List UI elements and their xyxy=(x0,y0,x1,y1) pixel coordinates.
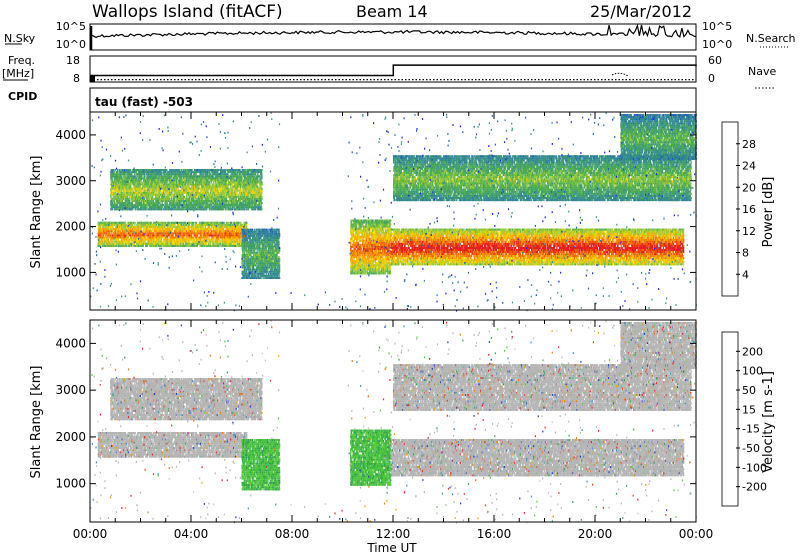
nave-right-tick-bottom: 0 xyxy=(708,72,715,85)
power-ytick-label: 4000 xyxy=(55,128,86,142)
power-scatter-region xyxy=(393,155,692,201)
power-colorbar-tick-label: 28 xyxy=(742,138,756,151)
noise-left-tick-bottom: 10^0 xyxy=(56,38,86,51)
power-scatter-region xyxy=(391,229,685,266)
velocity-ytick-label: 1000 xyxy=(55,477,86,491)
freq-left-tick-top: 18 xyxy=(66,54,80,67)
velocity-colorbar-tick-label: 100 xyxy=(742,365,763,378)
velocity-colorbar-label: Velocity [m s-1] xyxy=(761,371,776,473)
power-scatter-region xyxy=(98,222,248,247)
station-title: Wallops Island (fitACF) xyxy=(92,2,283,22)
date-label: 25/Mar/2012 xyxy=(590,2,692,21)
power-colorbar-tick-label: 16 xyxy=(742,203,756,216)
noise-right-tick-top: 10^5 xyxy=(702,20,732,33)
cpid-label: CPID xyxy=(8,90,37,103)
velocity-scatter-region xyxy=(98,432,248,458)
freq-start-block xyxy=(90,76,95,83)
velocity-ytick-label: 3000 xyxy=(55,383,86,397)
velocity-ylabel: Slant Range [km] xyxy=(29,366,44,479)
noise-right-tick-bottom: 10^0 xyxy=(702,38,732,51)
time-tick-label: 04:00 xyxy=(174,527,209,541)
power-colorbar-tick-label: 24 xyxy=(742,160,756,173)
time-tick-label: 16:00 xyxy=(477,527,512,541)
power-scatter-region xyxy=(620,114,697,160)
velocity-colorbar-tick-label: -200 xyxy=(742,481,767,494)
power-ytick-label: 1000 xyxy=(55,265,86,279)
power-ylabel: Slant Range [km] xyxy=(29,156,44,269)
nsky-label: N.Sky xyxy=(4,32,36,45)
freq-label: Freq. xyxy=(8,54,35,67)
time-tick-label: 00:00 xyxy=(73,527,108,541)
velocity-scatter-region xyxy=(393,364,692,411)
velocity-colorbar-frame xyxy=(722,332,738,506)
time-tick-label: 08:00 xyxy=(275,527,310,541)
time-tick-label: 20:00 xyxy=(578,527,613,541)
power-colorbar-tick-label: 8 xyxy=(742,247,749,260)
noise-panel-frame xyxy=(90,24,696,50)
nave-right-tick-top: 60 xyxy=(708,54,722,67)
power-panel-frame xyxy=(90,112,696,310)
velocity-scatter-region xyxy=(620,322,697,369)
power-colorbar-tick-label: 12 xyxy=(742,225,756,238)
power-colorbar-tick-label: 4 xyxy=(742,268,749,281)
noise-search-line xyxy=(90,25,696,37)
velocity-colorbar-tick-label: -15 xyxy=(742,423,760,436)
velocity-colorbar-tick-label: 200 xyxy=(742,345,763,358)
velocity-scatter-region xyxy=(391,439,685,476)
cpid-value: tau (fast) -503 xyxy=(95,95,193,109)
freq-series-line xyxy=(90,65,696,80)
freq-left-tick-bottom: 8 xyxy=(73,72,80,85)
nsearch-label: N.Search xyxy=(746,32,796,45)
beam-label: Beam 14 xyxy=(356,2,428,21)
power-ytick-label: 3000 xyxy=(55,174,86,188)
velocity-ytick-label: 4000 xyxy=(55,336,86,350)
noise-left-tick-top: 10^5 xyxy=(56,20,86,33)
velocity-colorbar-tick-label: 50 xyxy=(742,384,756,397)
velocity-ytick-label: 2000 xyxy=(55,430,86,444)
power-colorbar-tick-label: 20 xyxy=(742,181,756,194)
time-tick-label: 00:00 xyxy=(679,527,714,541)
freq-unit-label: [MHz] xyxy=(2,67,34,80)
velocity-scatter-region xyxy=(110,378,262,420)
power-colorbar-label: Power [dB] xyxy=(761,177,776,248)
fitacf-summary-plot: 10^5 10^0 10^5 10^0 18 8 60 0 1000 2000 3000 4000 10… xyxy=(0,0,800,554)
velocity-colorbar-tick-label: -50 xyxy=(742,442,760,455)
power-ytick-label: 2000 xyxy=(55,220,86,234)
time-axis-label: Time UT xyxy=(366,541,417,554)
power-colorbar-frame xyxy=(722,122,738,296)
time-tick-label: 12:00 xyxy=(376,527,411,541)
velocity-panel-frame xyxy=(90,320,696,522)
nave-bump xyxy=(612,73,628,76)
nave-label: Nave xyxy=(748,65,776,78)
velocity-colorbar-tick-label: 15 xyxy=(742,403,756,416)
power-scatter-region xyxy=(110,169,262,210)
